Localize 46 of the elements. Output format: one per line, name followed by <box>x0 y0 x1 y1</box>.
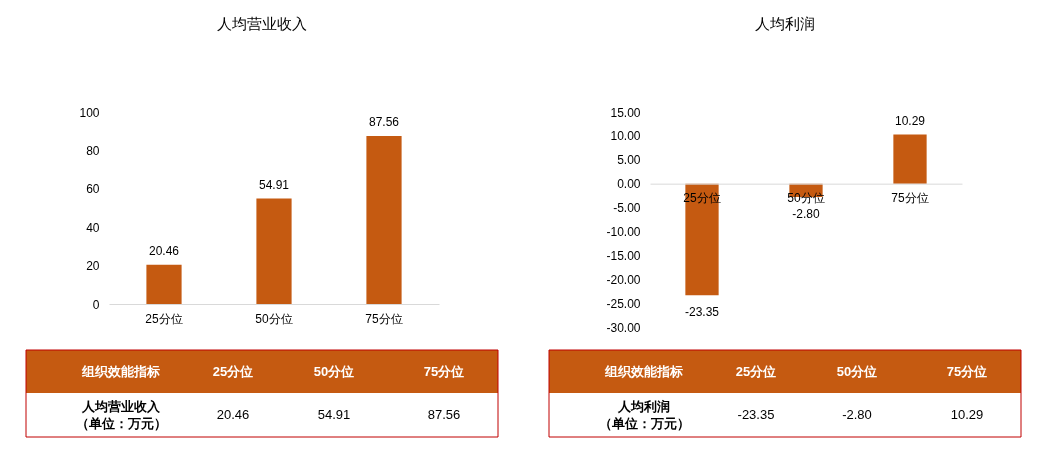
y-tick-label: 60 <box>86 182 100 197</box>
data-label: 87.56 <box>368 114 400 129</box>
x-tick-label: 75分位 <box>365 311 403 326</box>
data-label: -2.80 <box>792 207 820 222</box>
category-label: 75分位 <box>423 363 465 379</box>
category-label: 75分位 <box>946 363 988 379</box>
y-tick-label: 80 <box>86 143 100 158</box>
data-label: 54.91 <box>258 177 290 192</box>
y-tick-label: -5.00 <box>613 201 641 216</box>
data-label: 10.29 <box>894 113 926 128</box>
chart-title: 人均利润 <box>755 15 815 32</box>
text: -2.80 <box>842 407 872 422</box>
y-tick-label: -20.00 <box>606 272 641 287</box>
y-tick-label: -25.00 <box>606 296 641 311</box>
x-tick-label: 25分位 <box>145 311 183 326</box>
y-tick-label: -15.00 <box>606 248 641 263</box>
text: （单位：万元） <box>75 415 167 431</box>
text: （单位：万元） <box>598 415 690 431</box>
data-label: -23.35 <box>684 305 720 320</box>
category-label: 25分位 <box>212 363 254 379</box>
text: 87.56 <box>427 407 461 422</box>
text: 10.29 <box>950 407 984 422</box>
y-tick-label: 100 <box>79 105 100 120</box>
text: 20.46 <box>216 407 250 422</box>
y-tick-label: 5.00 <box>617 153 641 168</box>
y-tick-label: 15.00 <box>610 105 641 120</box>
text: 人均利润 <box>617 398 670 414</box>
category-label: 50分位 <box>836 363 878 379</box>
y-tick-label: -30.00 <box>606 320 641 335</box>
text: 组织效能指标 <box>604 363 683 379</box>
y-tick-label: 0 <box>92 297 100 312</box>
category-label: 50分位 <box>313 363 355 379</box>
y-tick-label: -10.00 <box>606 224 641 239</box>
y-tick-label: 20 <box>86 259 100 274</box>
data-label: 20.46 <box>148 243 180 258</box>
category-label: 25分位 <box>735 363 777 379</box>
x-tick-label: 50分位 <box>255 311 293 326</box>
text: 54.91 <box>317 407 351 422</box>
chart-title: 人均营业收入 <box>217 15 307 32</box>
text: 人均营业收入 <box>81 398 161 414</box>
y-tick-label: 0.00 <box>617 177 641 192</box>
y-tick-label: 10.00 <box>610 129 641 144</box>
x-tick-label: 75分位 <box>891 191 929 206</box>
text: -23.35 <box>737 407 775 422</box>
text: 组织效能指标 <box>81 363 160 379</box>
y-tick-label: 40 <box>86 220 100 235</box>
